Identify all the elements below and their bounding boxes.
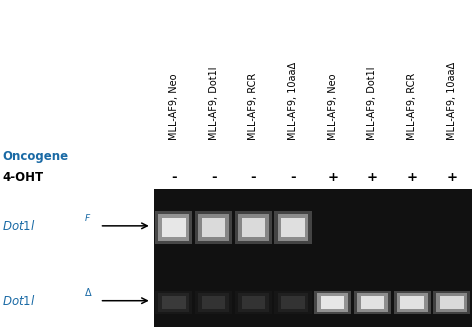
- Text: MLL-AF9, 10aaΔ: MLL-AF9, 10aaΔ: [288, 62, 298, 140]
- Text: MLL-AF9, Neo: MLL-AF9, Neo: [328, 74, 337, 140]
- Bar: [281, 218, 305, 237]
- Text: +: +: [367, 171, 378, 183]
- Bar: [277, 293, 309, 312]
- Bar: [277, 214, 309, 241]
- Text: +: +: [407, 171, 418, 183]
- Bar: [281, 296, 305, 309]
- Bar: [155, 291, 192, 314]
- Bar: [393, 291, 431, 314]
- Text: MLL-AF9, Neo: MLL-AF9, Neo: [169, 74, 179, 140]
- Bar: [195, 211, 232, 244]
- Text: $\mathit{Dot1l}$: $\mathit{Dot1l}$: [2, 294, 36, 308]
- Text: MLL-AF9, Dot1l: MLL-AF9, Dot1l: [367, 67, 377, 140]
- Text: -: -: [211, 171, 217, 183]
- Bar: [361, 296, 384, 309]
- Bar: [274, 291, 311, 314]
- Text: -: -: [290, 171, 296, 183]
- Text: MLL-AF9, Dot1l: MLL-AF9, Dot1l: [209, 67, 219, 140]
- Bar: [154, 189, 472, 327]
- Text: +: +: [447, 171, 457, 183]
- Bar: [162, 218, 186, 237]
- Text: Oncogene: Oncogene: [2, 151, 69, 163]
- Bar: [162, 296, 186, 309]
- Bar: [433, 291, 470, 314]
- Bar: [397, 293, 428, 312]
- Text: -: -: [171, 171, 177, 183]
- Text: $\mathit{\Delta}$: $\mathit{\Delta}$: [84, 286, 93, 298]
- Bar: [357, 293, 388, 312]
- Bar: [238, 293, 269, 312]
- Bar: [314, 291, 351, 314]
- Text: MLL-AF9, 10aaΔ: MLL-AF9, 10aaΔ: [447, 62, 457, 140]
- Text: MLL-AF9, RCR: MLL-AF9, RCR: [407, 73, 417, 140]
- Text: $\mathit{Dot1l}$: $\mathit{Dot1l}$: [2, 219, 36, 233]
- Bar: [354, 291, 391, 314]
- Bar: [202, 296, 225, 309]
- Bar: [155, 211, 192, 244]
- Bar: [274, 211, 311, 244]
- Bar: [235, 211, 272, 244]
- Bar: [158, 293, 190, 312]
- Text: 4-OHT: 4-OHT: [2, 171, 44, 183]
- Text: +: +: [327, 171, 338, 183]
- Bar: [242, 296, 265, 309]
- Bar: [321, 296, 345, 309]
- Bar: [202, 218, 225, 237]
- Bar: [198, 214, 229, 241]
- Text: -: -: [250, 171, 256, 183]
- Bar: [238, 214, 269, 241]
- Bar: [317, 293, 348, 312]
- Text: $\mathit{F}$: $\mathit{F}$: [84, 212, 91, 223]
- Bar: [235, 291, 272, 314]
- Bar: [198, 293, 229, 312]
- Bar: [158, 214, 190, 241]
- Text: MLL-AF9, RCR: MLL-AF9, RCR: [248, 73, 258, 140]
- Bar: [242, 218, 265, 237]
- Bar: [436, 293, 467, 312]
- Bar: [440, 296, 464, 309]
- Bar: [195, 291, 232, 314]
- Bar: [401, 296, 424, 309]
